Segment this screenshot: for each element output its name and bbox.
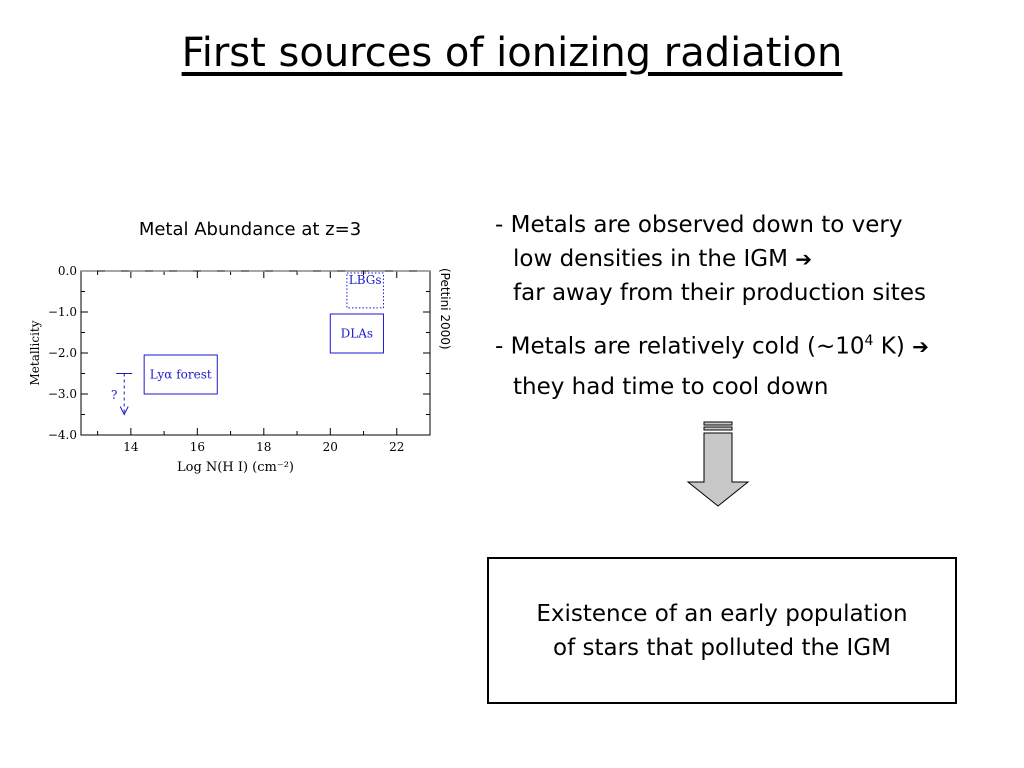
bullet-line: they had time to cool down <box>513 373 829 400</box>
x-tick-label: 20 <box>323 440 338 454</box>
y-tick-label: −2.0 <box>48 346 77 360</box>
x-tick-label: 14 <box>123 440 139 454</box>
bullet-text: low densities in the IGM <box>513 246 788 272</box>
x-tick-label: 22 <box>389 440 404 454</box>
bullet-text: - Metals are relatively cold (~10 <box>495 333 865 360</box>
superscript: 4 <box>864 333 874 349</box>
bullet-metals-low-density: - Metals are observed down to very low d… <box>495 208 926 310</box>
limit-arrowhead <box>119 406 129 416</box>
region-label: DLAs <box>341 327 373 341</box>
bullet-line: - Metals are relatively cold (~104 K) ➔ <box>495 324 929 364</box>
figure-title: Metal Abundance at z=3 <box>138 219 362 240</box>
x-tick-label: 18 <box>256 440 271 454</box>
bullet-text: K) <box>873 333 905 360</box>
region-label: LBGs <box>349 273 382 287</box>
y-tick-label: −4.0 <box>48 428 77 442</box>
region-box <box>346 272 384 309</box>
conclusion-box: Existence of an early population of star… <box>487 557 957 704</box>
region-box <box>143 354 218 395</box>
figure-citation: (Pettini 2000) <box>438 268 452 350</box>
bullet-line: - Metals are observed down to very <box>495 212 903 238</box>
down-arrow-icon <box>686 421 750 507</box>
x-axis-label: Log N(H I) (cm⁻²) <box>177 460 294 475</box>
conclusion-line: of stars that polluted the IGM <box>553 634 891 661</box>
bullet-metals-cold: - Metals are relatively cold (~104 K) ➔ … <box>495 324 929 404</box>
region-label: Lyα forest <box>150 368 212 382</box>
region-box <box>329 313 384 354</box>
conclusion-text: Existence of an early population of star… <box>536 597 907 665</box>
x-tick-label: 16 <box>190 440 205 454</box>
conclusion-line: Existence of an early population <box>536 600 908 627</box>
right-arrow-icon: ➔ <box>795 247 812 271</box>
limit-label: ? <box>111 388 117 402</box>
y-tick-label: −1.0 <box>48 305 77 319</box>
bullet-line: low densities in the IGM ➔ <box>495 242 926 276</box>
y-axis-label: Metallicity <box>28 320 42 385</box>
metallicity-chart: 0.0 −1.0 −2.0 −3.0 −4.0 14 16 18 20 22 Log N(H I) … <box>28 264 431 475</box>
y-tick-label: 0.0 <box>58 264 77 278</box>
slide-title: First sources of ionizing radiation <box>181 30 843 76</box>
y-tick-label: −3.0 <box>48 387 77 401</box>
right-arrow-icon: ➔ <box>912 334 929 359</box>
bullet-line: far away from their production sites <box>513 280 926 306</box>
